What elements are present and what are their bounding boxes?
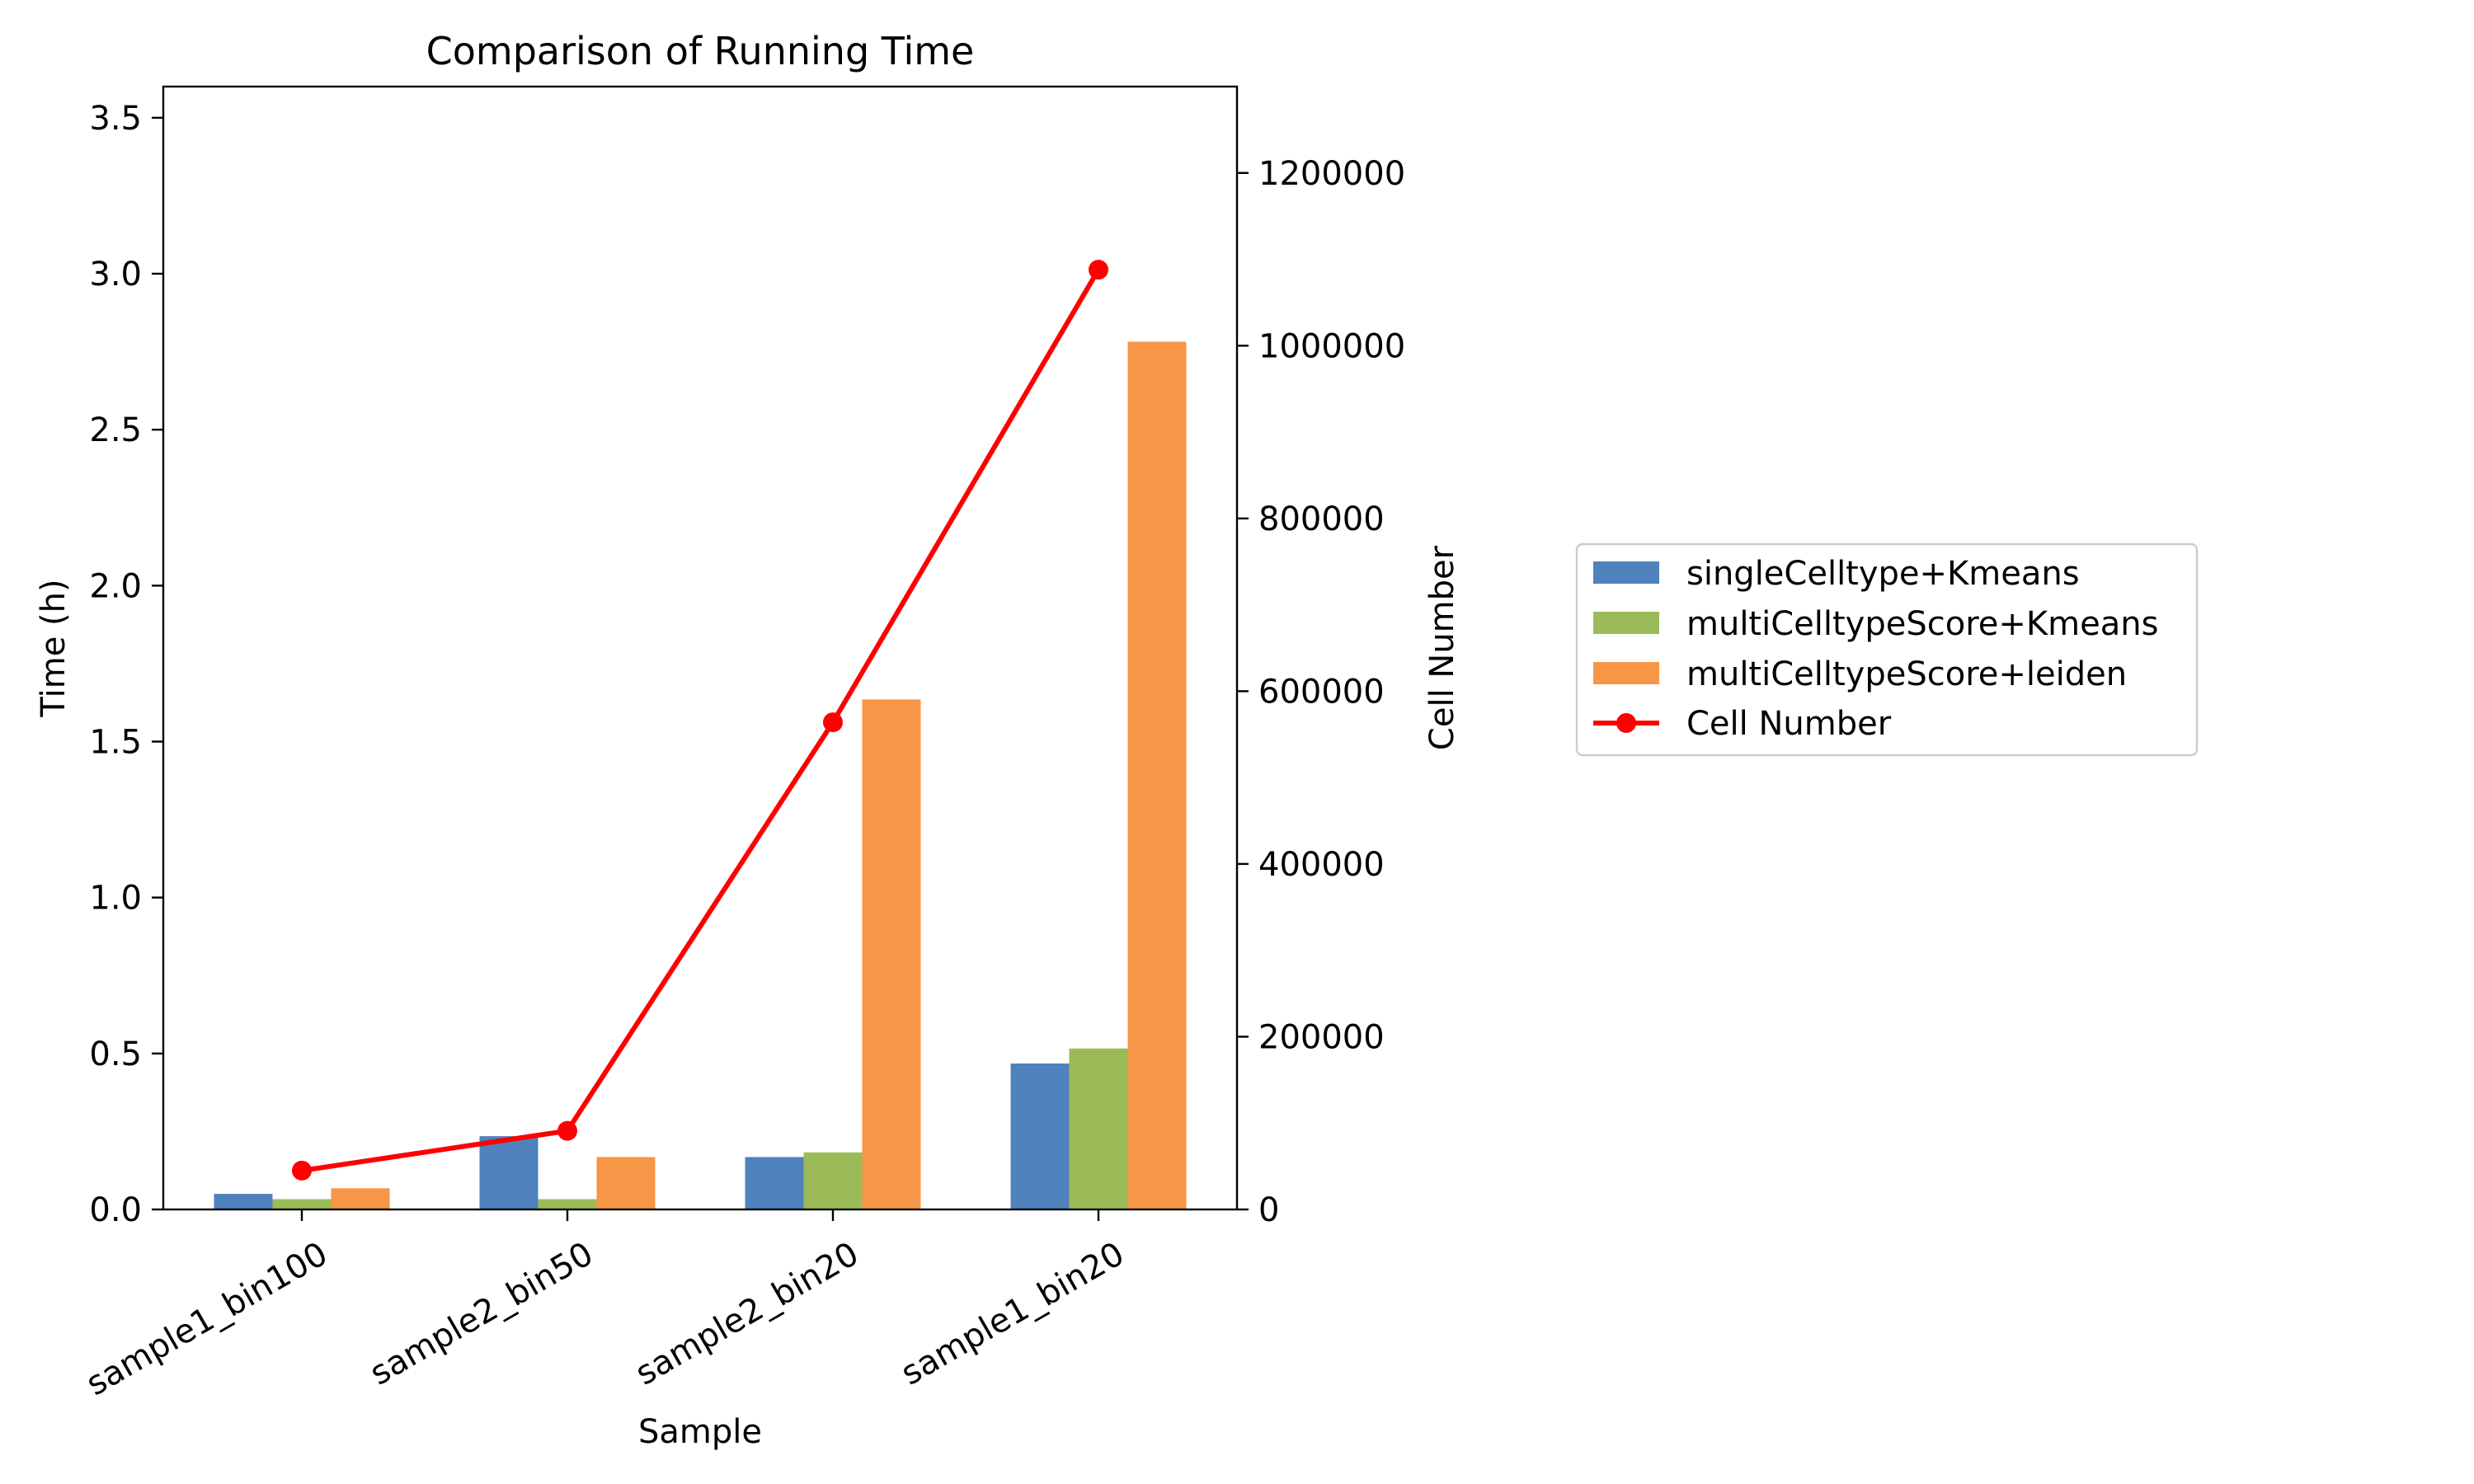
y2-tick-label: 600000	[1258, 673, 1385, 711]
y2-tick-label: 1000000	[1258, 327, 1405, 365]
legend-swatch-single-kmeans	[1593, 561, 1659, 584]
bar-multicelltypescore-kmeans-sample1-bin100	[272, 1199, 332, 1209]
cell-number-point-sample2-bin20	[823, 712, 843, 733]
cell-number-point-sample2-bin50	[557, 1120, 577, 1141]
cell-number-point-sample1-bin100	[292, 1160, 312, 1181]
legend-swatch-multi-leiden	[1593, 662, 1659, 684]
y2-tick-label: 200000	[1258, 1018, 1385, 1056]
y-tick-label: 3.5	[89, 100, 142, 138]
chart-title: Comparison of Running Time	[426, 29, 975, 73]
line-layer	[292, 260, 1108, 1181]
bar-multicelltypescore-kmeans-sample1-bin20	[1069, 1048, 1128, 1209]
y-tick-label: 0.0	[89, 1191, 142, 1229]
left-y-axis: 0.0 0.5 1.0 1.5 2.0 2.5 3.0 3.5	[89, 100, 163, 1229]
bar-multicelltypescore-leiden-sample1-bin100	[331, 1188, 390, 1209]
y2-axis-label: Cell Number	[1423, 545, 1461, 750]
legend-label-cell-number: Cell Number	[1686, 705, 1892, 743]
y-tick-label: 2.5	[89, 411, 142, 449]
bar-singlecelltype-kmeans-sample1-bin20	[1010, 1063, 1070, 1209]
legend: singleCelltype+Kmeans multiCelltypeScore…	[1575, 542, 2199, 757]
bar-multicelltypescore-leiden-sample2-bin50	[596, 1157, 656, 1209]
right-y-axis: 0 200000 400000 600000 800000 1000000 1200000	[1237, 155, 1405, 1229]
y-tick-label: 3.0	[89, 256, 142, 294]
legend-swatch-multi-kmeans	[1593, 612, 1659, 634]
y-tick-label: 1.5	[89, 724, 142, 762]
y-tick-label: 2.0	[89, 567, 142, 605]
cell-number-line	[301, 268, 1101, 1173]
y-tick-label: 1.0	[89, 880, 142, 918]
legend-label-multi-kmeans: multiCelltypeScore+Kmeans	[1686, 605, 2158, 643]
bar-singlecelltype-kmeans-sample1-bin100	[214, 1194, 273, 1209]
bar-singlecelltype-kmeans-sample2-bin20	[745, 1157, 804, 1209]
legend-label-multi-leiden: multiCelltypeScore+leiden	[1686, 655, 2127, 693]
legend-label-single-kmeans: singleCelltype+Kmeans	[1686, 555, 2080, 593]
y2-tick-label: 0	[1258, 1191, 1279, 1229]
y-tick-label: 0.5	[89, 1036, 142, 1073]
bar-multicelltypescore-leiden-sample2-bin20	[862, 699, 921, 1209]
y-axis-label: Time (h)	[35, 579, 73, 717]
legend-frame	[1575, 542, 2199, 757]
x-axis-label: Sample	[638, 1413, 762, 1451]
y2-tick-label: 800000	[1258, 500, 1385, 538]
y2-tick-label: 1200000	[1258, 155, 1405, 193]
bar-multicelltypescore-kmeans-sample2-bin50	[538, 1199, 597, 1209]
bar-multicelltypescore-leiden-sample1-bin20	[1127, 341, 1187, 1210]
bar-singlecelltype-kmeans-sample2-bin50	[479, 1136, 539, 1209]
plot-frame	[162, 85, 1239, 1211]
bar-multicelltypescore-kmeans-sample2-bin20	[803, 1152, 863, 1209]
bars-layer	[214, 341, 1187, 1210]
legend-marker-cell-number	[1616, 713, 1636, 733]
y2-tick-label: 400000	[1258, 846, 1385, 884]
cell-number-point-sample1-bin20	[1089, 260, 1108, 280]
